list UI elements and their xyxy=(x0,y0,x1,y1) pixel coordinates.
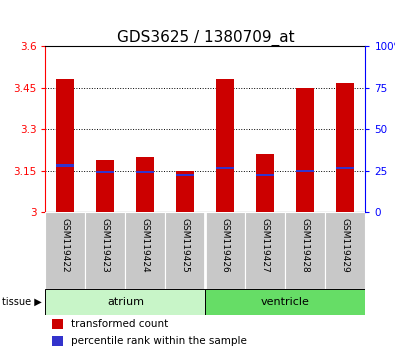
Bar xyxy=(296,170,314,172)
Bar xyxy=(136,157,154,212)
Text: atrium: atrium xyxy=(107,297,144,307)
Text: percentile rank within the sample: percentile rank within the sample xyxy=(71,336,247,346)
Bar xyxy=(96,171,115,173)
Text: GSM119425: GSM119425 xyxy=(181,218,190,273)
Bar xyxy=(256,154,275,212)
Text: tissue ▶: tissue ▶ xyxy=(2,297,42,307)
Bar xyxy=(216,167,234,169)
Bar xyxy=(52,336,63,346)
Bar xyxy=(45,289,205,315)
Bar xyxy=(325,212,365,289)
Bar xyxy=(216,79,234,212)
Bar xyxy=(256,174,275,176)
Bar xyxy=(177,171,194,212)
Bar xyxy=(166,212,205,289)
Bar xyxy=(136,171,154,173)
Bar xyxy=(245,212,285,289)
Bar xyxy=(96,160,115,212)
Text: transformed count: transformed count xyxy=(71,319,168,329)
Text: GSM119429: GSM119429 xyxy=(341,218,350,273)
Bar xyxy=(296,87,314,212)
Bar xyxy=(45,212,85,289)
Bar xyxy=(337,167,354,169)
Text: GSM119426: GSM119426 xyxy=(221,218,230,273)
Text: GSM119422: GSM119422 xyxy=(61,218,70,273)
Title: GDS3625 / 1380709_at: GDS3625 / 1380709_at xyxy=(117,30,294,46)
Bar xyxy=(337,84,354,212)
Text: ventricle: ventricle xyxy=(261,297,310,307)
Bar xyxy=(56,79,74,212)
Text: GSM119427: GSM119427 xyxy=(261,218,270,273)
Bar xyxy=(205,212,245,289)
Text: GSM119423: GSM119423 xyxy=(101,218,110,273)
Text: GSM119428: GSM119428 xyxy=(301,218,310,273)
Bar xyxy=(56,164,74,166)
Bar xyxy=(205,289,365,315)
Bar xyxy=(52,319,63,329)
Bar xyxy=(126,212,166,289)
Bar xyxy=(177,174,194,176)
Bar xyxy=(285,212,325,289)
Bar xyxy=(85,212,126,289)
Text: GSM119424: GSM119424 xyxy=(141,218,150,273)
